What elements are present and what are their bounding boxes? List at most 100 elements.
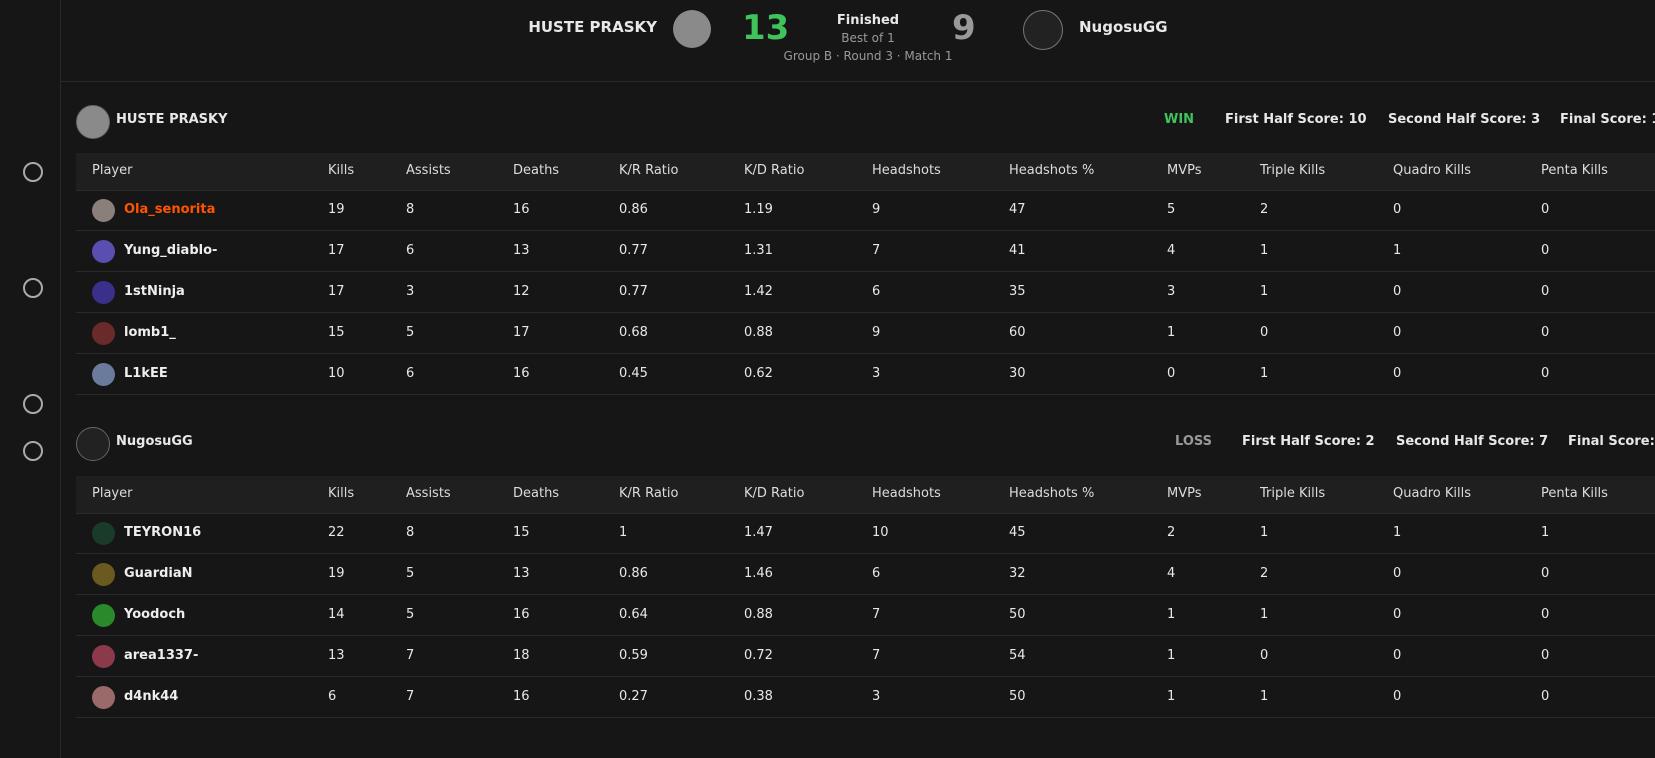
table-row (76, 272, 1655, 313)
player-name[interactable]: TEYRON16 (124, 525, 202, 540)
stat: 1 (1260, 525, 1269, 540)
column-header: Penta Kills (1541, 486, 1608, 501)
stat: 0.64 (619, 607, 648, 622)
column-header: Headshots (872, 163, 941, 178)
stat: 17 (328, 284, 345, 299)
team-avatar (76, 105, 110, 139)
stat: 12 (513, 284, 530, 299)
stat: 22 (328, 525, 345, 540)
player-name[interactable]: lomb1_ (124, 325, 176, 340)
stat: 50 (1009, 689, 1026, 704)
add-button[interactable] (23, 162, 43, 182)
stat: 35 (1009, 284, 1026, 299)
stat: 6 (406, 366, 415, 381)
player-name[interactable]: 1stNinja (124, 284, 185, 299)
stat: 0.72 (744, 648, 773, 663)
player-avatar (92, 563, 115, 586)
stat: 7 (872, 648, 881, 663)
result: LOSS (1175, 434, 1213, 449)
team2-name: NugosuGG (1079, 18, 1168, 36)
column-header: K/D Ratio (744, 486, 805, 501)
table-row (76, 554, 1655, 595)
player-name[interactable]: area1337- (124, 648, 199, 663)
stat: 0.77 (619, 243, 648, 258)
column-header: Headshots % (1009, 486, 1095, 501)
add-button[interactable] (23, 441, 43, 461)
stat: 0 (1541, 202, 1550, 217)
column-header: Triple Kills (1260, 163, 1326, 178)
stat: 7 (406, 648, 415, 663)
player-avatar (92, 645, 115, 668)
stat: 9 (872, 202, 881, 217)
stat: 0.86 (619, 202, 648, 217)
stat: 9 (872, 325, 881, 340)
table-header (76, 476, 1655, 514)
score-label: First Half Score: (1225, 112, 1344, 127)
stat: 0.38 (744, 689, 773, 704)
player-avatar (92, 281, 115, 304)
stat: 8 (406, 202, 415, 217)
add-button[interactable] (23, 278, 43, 298)
score-label: Final Score: (1560, 112, 1647, 127)
stat: 1.42 (744, 284, 773, 299)
stat: 0 (1393, 689, 1402, 704)
player-name[interactable]: Ola_senorita (124, 202, 216, 217)
team-name: HUSTE PRASKY (116, 112, 228, 127)
player-name[interactable]: d4nk44 (124, 689, 179, 704)
stat: 3 (872, 366, 881, 381)
stat: 54 (1009, 648, 1026, 663)
table-row (76, 354, 1655, 395)
stat: 1.47 (744, 525, 773, 540)
player-avatar (92, 522, 115, 545)
stat: 13 (513, 566, 530, 581)
player-name[interactable]: GuardiaN (124, 566, 193, 581)
stat: 18 (513, 648, 530, 663)
stat: 0 (1393, 284, 1402, 299)
stat: 19 (328, 566, 345, 581)
stat: 1 (1541, 525, 1550, 540)
stat: 1.19 (744, 202, 773, 217)
player-name[interactable]: Yoodoch (124, 607, 186, 622)
table-row (76, 231, 1655, 272)
table-row (76, 677, 1655, 718)
team-name: NugosuGG (116, 434, 193, 449)
score-value: 2 (1365, 434, 1375, 449)
score1: 13 (742, 8, 790, 48)
stat: 30 (1009, 366, 1026, 381)
half-score: First Half Score: 10 (1225, 112, 1367, 127)
stat: 6 (872, 566, 881, 581)
stat: 13 (513, 243, 530, 258)
stat: 1 (1260, 366, 1269, 381)
table-row (76, 595, 1655, 636)
score-label: Second Half Score: (1388, 112, 1527, 127)
column-header: Deaths (513, 163, 560, 178)
half-score: Final Score: 9 (1568, 434, 1655, 449)
stat: 0 (1393, 325, 1402, 340)
stat: 0 (1260, 325, 1269, 340)
stat: 4 (1167, 243, 1176, 258)
column-header: Kills (328, 163, 355, 178)
stat: 1 (1167, 689, 1176, 704)
half-score: Final Score: 13 (1560, 112, 1655, 127)
team2-avatar (1023, 10, 1063, 50)
stat: 1.31 (744, 243, 773, 258)
add-button[interactable] (23, 394, 43, 414)
player-name[interactable]: L1kEE (124, 366, 168, 381)
player-avatar (92, 199, 115, 222)
stat: 19 (328, 202, 345, 217)
player-name[interactable]: Yung_diablo- (124, 243, 218, 258)
score-label: First Half Score: (1242, 434, 1361, 449)
stat: 6 (328, 689, 337, 704)
stat: 2 (1167, 525, 1176, 540)
sidebar (0, 0, 61, 758)
stat: 16 (513, 366, 530, 381)
stat: 0 (1541, 689, 1550, 704)
stat: 8 (406, 525, 415, 540)
stat: 6 (872, 284, 881, 299)
team-avatar (76, 427, 110, 461)
stat: 1 (619, 525, 628, 540)
column-header: K/D Ratio (744, 163, 805, 178)
stat: 17 (328, 243, 345, 258)
stat: 13 (328, 648, 345, 663)
stat: 5 (1167, 202, 1176, 217)
